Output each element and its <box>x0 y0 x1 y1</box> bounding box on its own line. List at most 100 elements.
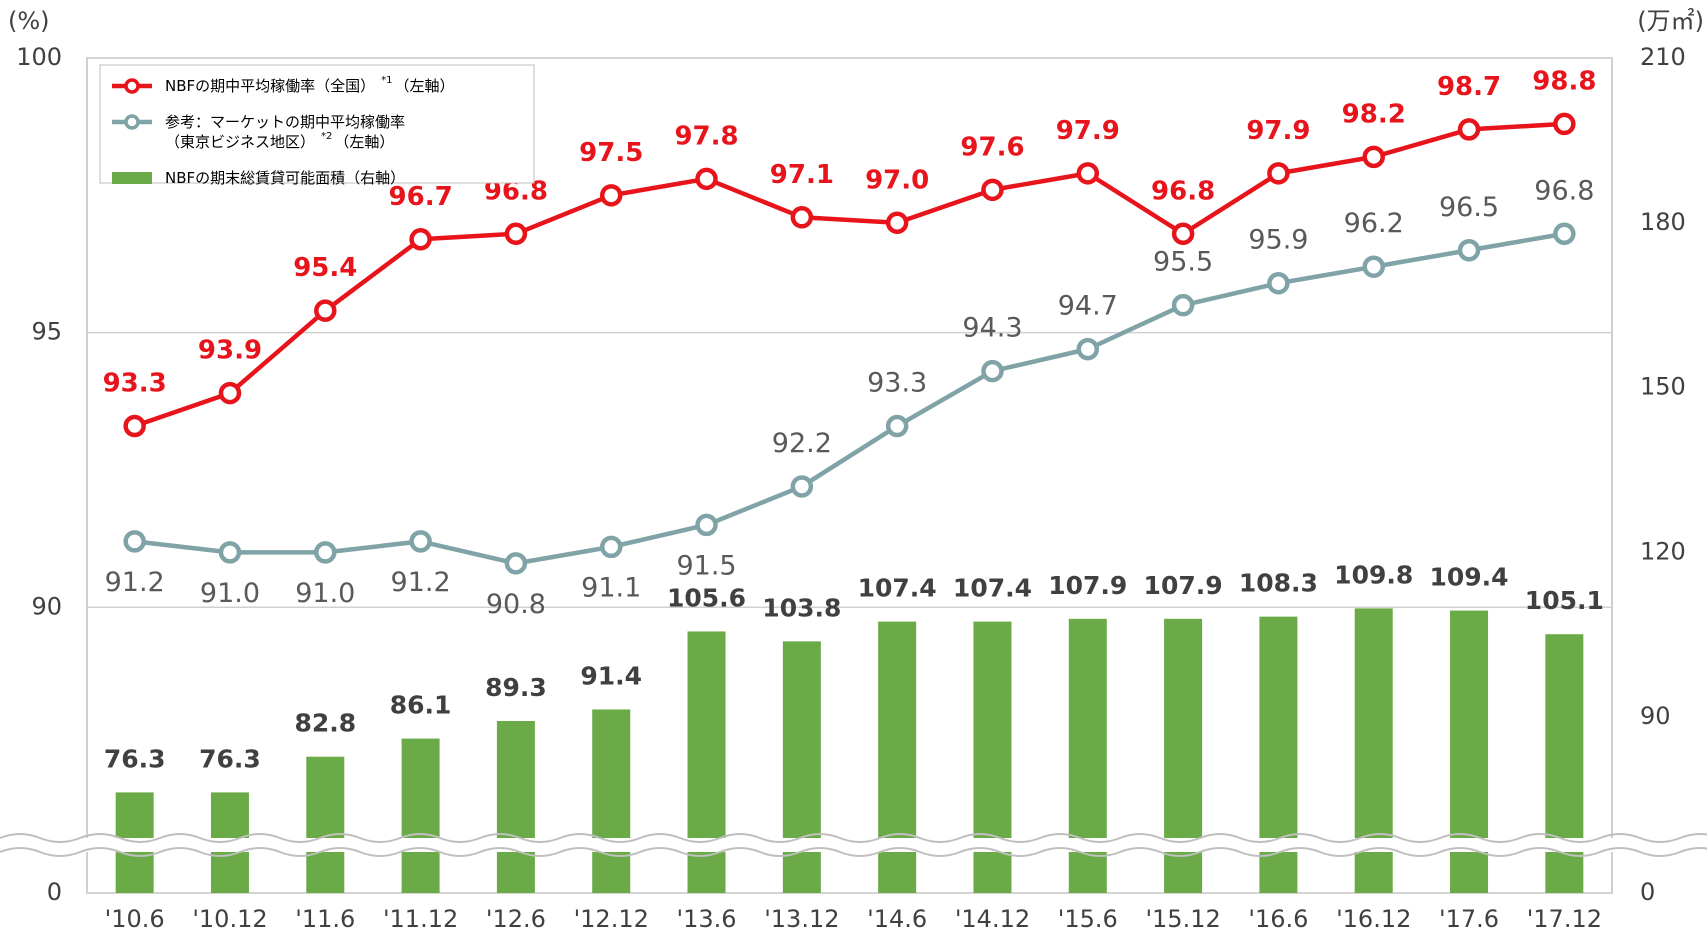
x-tick-label: '13.6 <box>677 905 737 932</box>
bar <box>592 709 631 893</box>
line-marker <box>218 541 242 564</box>
line-value-label: 91.2 <box>391 567 451 598</box>
line-value-label: 91.2 <box>105 567 165 598</box>
legend-marker <box>124 78 140 94</box>
line-marker <box>1171 222 1195 246</box>
line-marker <box>1171 293 1195 317</box>
line-marker <box>504 222 528 246</box>
line-value-label: 97.6 <box>960 132 1024 162</box>
line-marker <box>599 184 623 207</box>
line-marker <box>1267 162 1290 185</box>
line-marker <box>1457 239 1481 262</box>
line-value-label: 95.4 <box>293 253 357 283</box>
line-value-label: 90.8 <box>486 589 546 620</box>
bar-value-label: 108.3 <box>1239 569 1318 598</box>
line-value-label: 96.7 <box>389 182 453 212</box>
bar-value-label: 89.3 <box>485 673 547 702</box>
y-tick-label: 100 <box>16 43 62 71</box>
legend-marker <box>124 114 140 130</box>
x-tick-label: '10.6 <box>105 905 165 932</box>
line-marker <box>695 513 718 537</box>
line-value-label: 93.3 <box>867 368 927 399</box>
x-tick-label: '12.12 <box>574 905 649 932</box>
bar <box>973 621 1012 893</box>
y2-tick-label: 90 <box>1640 702 1671 730</box>
line-marker <box>314 299 337 322</box>
bar-value-label: 82.8 <box>294 709 356 738</box>
legend-axis-note: （左軸） <box>334 133 394 151</box>
line-value-label: 96.5 <box>1439 192 1499 223</box>
line-marker <box>123 414 146 438</box>
legend-text: NBFの期末総賃貸可能面積（右軸） <box>165 169 405 187</box>
y-tick-label: 95 <box>31 318 62 346</box>
y2-tick-label: 0 <box>1640 878 1655 906</box>
bar-value-label: 76.3 <box>104 744 166 773</box>
line-value-label: 96.8 <box>1151 176 1215 206</box>
bar-value-label: 105.6 <box>667 583 746 612</box>
bar <box>496 721 535 893</box>
line-marker <box>314 541 337 564</box>
line-value-label: 97.9 <box>1056 116 1120 146</box>
line-marker <box>790 206 814 229</box>
y2-tick-label: 150 <box>1640 373 1686 401</box>
legend-text: （東京ビジネス地区） <box>165 133 315 151</box>
line-value-label: 97.8 <box>674 121 738 151</box>
line-marker <box>981 359 1004 383</box>
line <box>134 231 1565 566</box>
line-value-label: 96.8 <box>1534 175 1594 206</box>
line-marker <box>409 228 432 251</box>
line-value-label: 92.2 <box>772 428 832 459</box>
bar-value-label: 91.4 <box>580 661 642 690</box>
line-value-label: 97.5 <box>579 138 643 168</box>
line-value-label: 97.9 <box>1246 116 1310 146</box>
bar-value-label: 107.9 <box>1144 571 1223 600</box>
legend-note: *1 <box>381 75 392 86</box>
y2-tick-label: 180 <box>1640 208 1686 236</box>
legend-label: NBFの期中平均稼働率（全国） *1 （左軸） <box>165 75 455 95</box>
x-tick-label: '16.12 <box>1336 905 1411 932</box>
bar-value-label: 107.4 <box>953 574 1032 603</box>
line <box>133 121 1565 429</box>
y-unit: (%) <box>8 7 50 35</box>
bar-value-label: 103.8 <box>762 593 841 622</box>
y2-tick-label: 210 <box>1640 43 1686 71</box>
line-marker <box>885 414 909 438</box>
x-tick-label: '15.12 <box>1145 905 1220 932</box>
legend-box <box>99 64 535 184</box>
line-marker <box>1457 118 1481 141</box>
line-marker <box>218 381 242 405</box>
line-value-label: 91.0 <box>295 578 355 609</box>
line-marker <box>1362 145 1385 169</box>
legend-note: *2 <box>321 131 332 142</box>
legend-text: NBFの期中平均稼働率（全国） <box>165 77 375 95</box>
x-tick-label: '17.12 <box>1527 905 1602 932</box>
bar-value-label: 107.9 <box>1048 571 1127 600</box>
line-marker <box>1553 222 1576 246</box>
x-tick-label: '16.6 <box>1248 905 1308 932</box>
axis-break-line <box>0 833 1707 843</box>
line-marker <box>1362 255 1385 278</box>
bar-value-label: 86.1 <box>390 691 452 720</box>
bar <box>401 738 440 893</box>
axis-break-line <box>0 847 1707 857</box>
x-tick-label: '10.12 <box>192 905 267 932</box>
line-value-label: 96.2 <box>1344 208 1404 239</box>
legend-label: 参考：マーケットの期中平均稼働率 <box>165 113 405 131</box>
line-marker <box>1076 162 1100 185</box>
line-marker <box>1553 112 1576 136</box>
line-value-label: 91.5 <box>676 550 736 581</box>
bar-value-label: 76.3 <box>199 744 261 773</box>
line-value-label: 97.0 <box>865 165 929 195</box>
line-value-label: 97.1 <box>770 160 834 190</box>
line-marker <box>1267 271 1290 295</box>
line-value-label: 91.1 <box>581 572 641 603</box>
y-tick-label: 90 <box>31 592 62 620</box>
line-value-label: 94.7 <box>1058 291 1118 322</box>
line-marker <box>790 475 814 498</box>
line-value-label: 93.9 <box>198 336 262 366</box>
bar-value-label: 105.1 <box>1525 586 1604 615</box>
bar-value-label: 109.4 <box>1429 563 1508 592</box>
legend-axis-note: （左軸） <box>395 77 455 95</box>
line-marker <box>599 535 623 559</box>
